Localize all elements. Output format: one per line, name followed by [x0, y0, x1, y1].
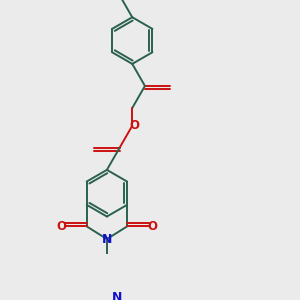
Text: N: N	[112, 291, 122, 300]
Text: N: N	[102, 232, 112, 246]
Text: O: O	[129, 119, 139, 132]
Text: O: O	[57, 220, 67, 233]
Text: O: O	[147, 220, 157, 233]
